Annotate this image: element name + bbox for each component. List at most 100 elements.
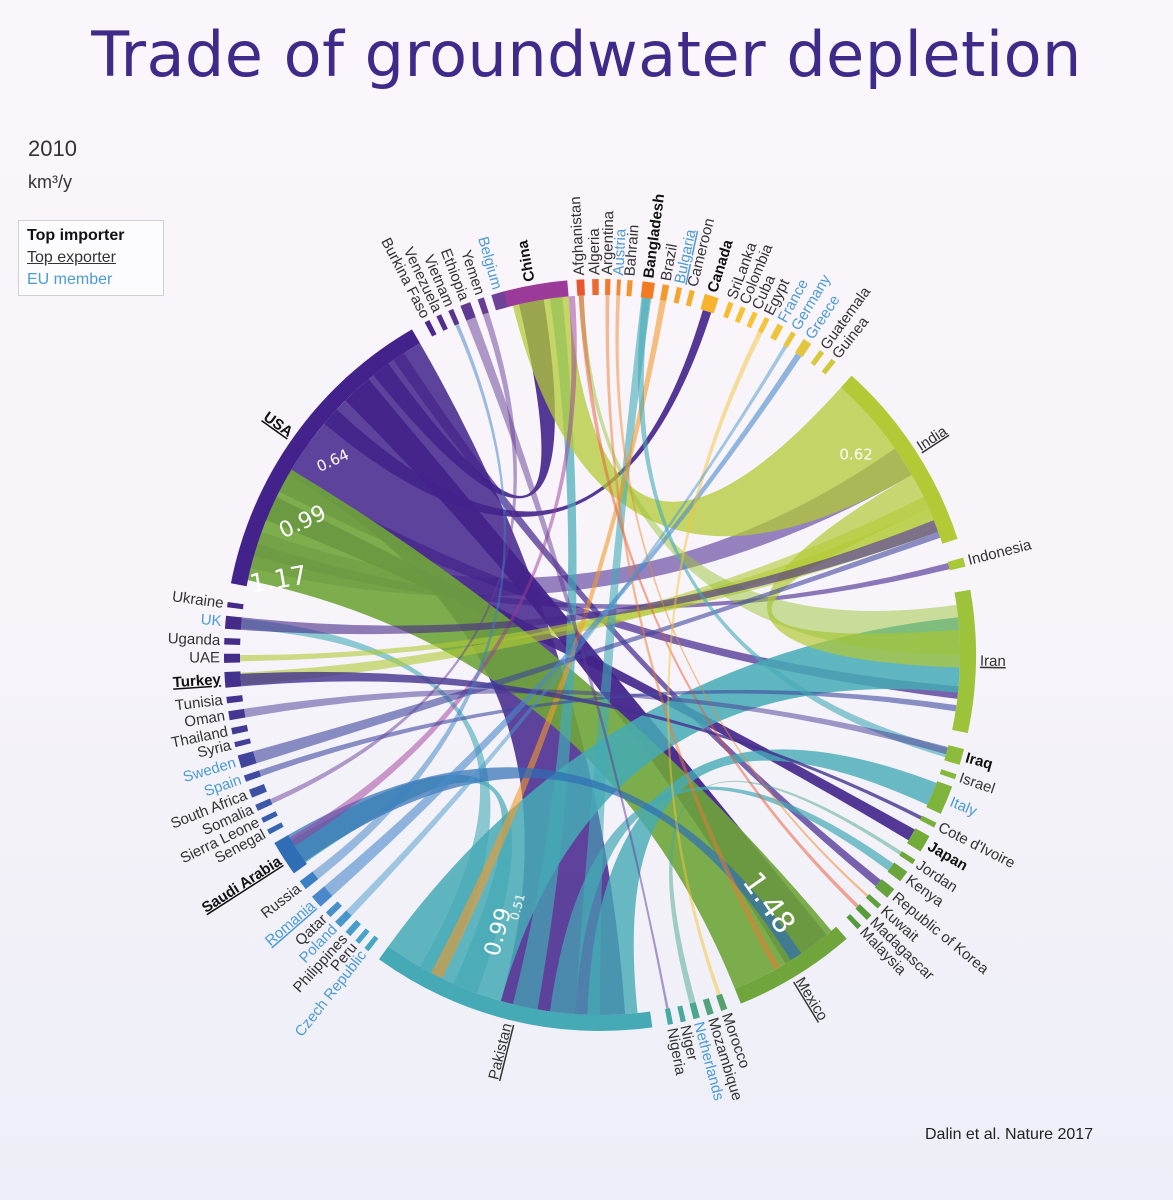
country-arcs bbox=[223, 279, 977, 1031]
label-bahrain: Bahrain bbox=[621, 224, 642, 277]
arc-egypt bbox=[757, 317, 770, 334]
arc-brazil bbox=[660, 284, 670, 302]
label-turkey: Turkey bbox=[172, 671, 222, 691]
arc-sweden bbox=[237, 751, 257, 769]
arc-thailand bbox=[231, 724, 249, 735]
value-label-india-3: 0.62 bbox=[839, 445, 872, 463]
arc-vietnam bbox=[448, 308, 460, 326]
label-algeria: Algeria bbox=[586, 228, 604, 276]
arc-poland bbox=[335, 910, 352, 928]
arc-oman bbox=[228, 708, 246, 721]
arc-russia bbox=[299, 871, 319, 890]
arc-kenya bbox=[887, 862, 908, 882]
arc-bahrain bbox=[626, 280, 633, 297]
label-china: China bbox=[514, 238, 538, 283]
label-oman: Oman bbox=[183, 707, 226, 730]
arc-czech-republic bbox=[364, 935, 379, 952]
arc-uae bbox=[223, 653, 241, 663]
ribbon-sweden-india bbox=[253, 531, 941, 764]
label-pakistan: Pakistan bbox=[485, 1022, 515, 1082]
arc-yemen bbox=[477, 297, 489, 315]
arc-cameroon bbox=[685, 289, 695, 307]
arc-romania bbox=[311, 886, 333, 907]
ribbon-pakistan-china bbox=[512, 296, 577, 1010]
label-uganda: Uganda bbox=[167, 630, 221, 649]
label-mexico: Mexico bbox=[792, 974, 831, 1023]
arc-burkina-faso bbox=[424, 319, 437, 337]
slide-title: Trade of groundwater depletion bbox=[91, 18, 1082, 91]
arc-japan bbox=[906, 828, 930, 852]
value-labels: 0.640.991.170.621.480.990.51 bbox=[247, 445, 873, 959]
arc-argentina bbox=[605, 279, 611, 296]
legend-box: Top importer Top exporter EU member bbox=[18, 220, 164, 296]
arc-netherlands bbox=[689, 1002, 700, 1020]
label-tunisia: Tunisia bbox=[174, 692, 224, 715]
arc-indonesia bbox=[947, 557, 966, 571]
arc-guatemala bbox=[810, 350, 825, 366]
arc-syria bbox=[234, 738, 251, 748]
arc-philippines bbox=[345, 919, 361, 937]
arc-spain bbox=[243, 770, 262, 782]
chord-ribbons bbox=[240, 295, 960, 1016]
arc-south-africa bbox=[248, 784, 267, 798]
arc-germany bbox=[783, 331, 796, 348]
arc-saudi-arabia bbox=[274, 835, 307, 874]
arc-bulgaria bbox=[673, 286, 683, 304]
label-iran: Iran bbox=[980, 653, 1006, 670]
arc-kuwait bbox=[865, 894, 882, 909]
label-italy: Italy bbox=[947, 794, 979, 821]
arc-pakistan bbox=[378, 946, 653, 1031]
arc-colombia bbox=[734, 306, 746, 324]
arc-china bbox=[496, 280, 569, 309]
arc-cuba bbox=[746, 311, 758, 329]
arc-mozambique bbox=[702, 998, 714, 1016]
arc-afghanistan bbox=[576, 279, 585, 296]
arc-belgium bbox=[491, 291, 509, 311]
arc-tunisia bbox=[226, 695, 243, 704]
label-israel: Israel bbox=[957, 770, 997, 798]
arc-peru bbox=[355, 928, 370, 944]
arc-uk bbox=[224, 615, 242, 630]
arc-france bbox=[770, 323, 784, 341]
arc-bangladesh bbox=[640, 281, 655, 299]
arc-republic-of-korea bbox=[874, 879, 895, 898]
ribbon-pakistan-iran bbox=[388, 617, 960, 1002]
arc-morocco bbox=[716, 993, 728, 1011]
arc-greece bbox=[795, 338, 812, 358]
arc-ethiopia bbox=[460, 302, 476, 321]
arc-malaysia bbox=[846, 913, 862, 930]
arc-qatar bbox=[325, 901, 342, 918]
label-afghanistan: Afghanistan bbox=[567, 196, 588, 276]
arc-usa bbox=[230, 329, 420, 587]
arc-jordan bbox=[899, 851, 916, 865]
arc-senegal bbox=[267, 822, 284, 835]
label-ukraine: Ukraine bbox=[171, 588, 224, 612]
arc-niger bbox=[677, 1005, 686, 1023]
ribbon-pakistan-bangladesh bbox=[574, 297, 652, 1015]
arc-uganda bbox=[224, 637, 241, 645]
arc-italy bbox=[926, 781, 953, 814]
label-brazil: Brazil bbox=[658, 242, 681, 282]
arc-algeria bbox=[592, 279, 599, 296]
arc-cote-d-ivoire bbox=[919, 815, 937, 828]
arc-guinea bbox=[821, 358, 836, 375]
label-uae: UAE bbox=[189, 649, 220, 666]
arc-srilanka bbox=[723, 301, 734, 319]
arc-iran bbox=[952, 589, 977, 734]
arc-nigeria bbox=[664, 1008, 674, 1025]
citation: Dalin et al. Nature 2017 bbox=[925, 1126, 1094, 1143]
arc-turkey bbox=[224, 671, 242, 688]
unit-label: km³/y bbox=[28, 172, 72, 192]
arc-madagascar bbox=[855, 904, 872, 920]
arc-mexico bbox=[734, 926, 847, 1004]
label-usa: USA bbox=[260, 409, 296, 441]
ribbon-mexico-usa bbox=[247, 469, 832, 989]
arc-ukraine bbox=[227, 602, 244, 610]
legend-top-importer: Top importer bbox=[27, 227, 125, 244]
legend-top-exporter: Top exporter bbox=[27, 249, 116, 266]
arc-india bbox=[840, 375, 958, 544]
arc-austria bbox=[616, 279, 621, 296]
legend-eu-member: EU member bbox=[27, 271, 113, 288]
arc-venezuela bbox=[436, 314, 448, 331]
